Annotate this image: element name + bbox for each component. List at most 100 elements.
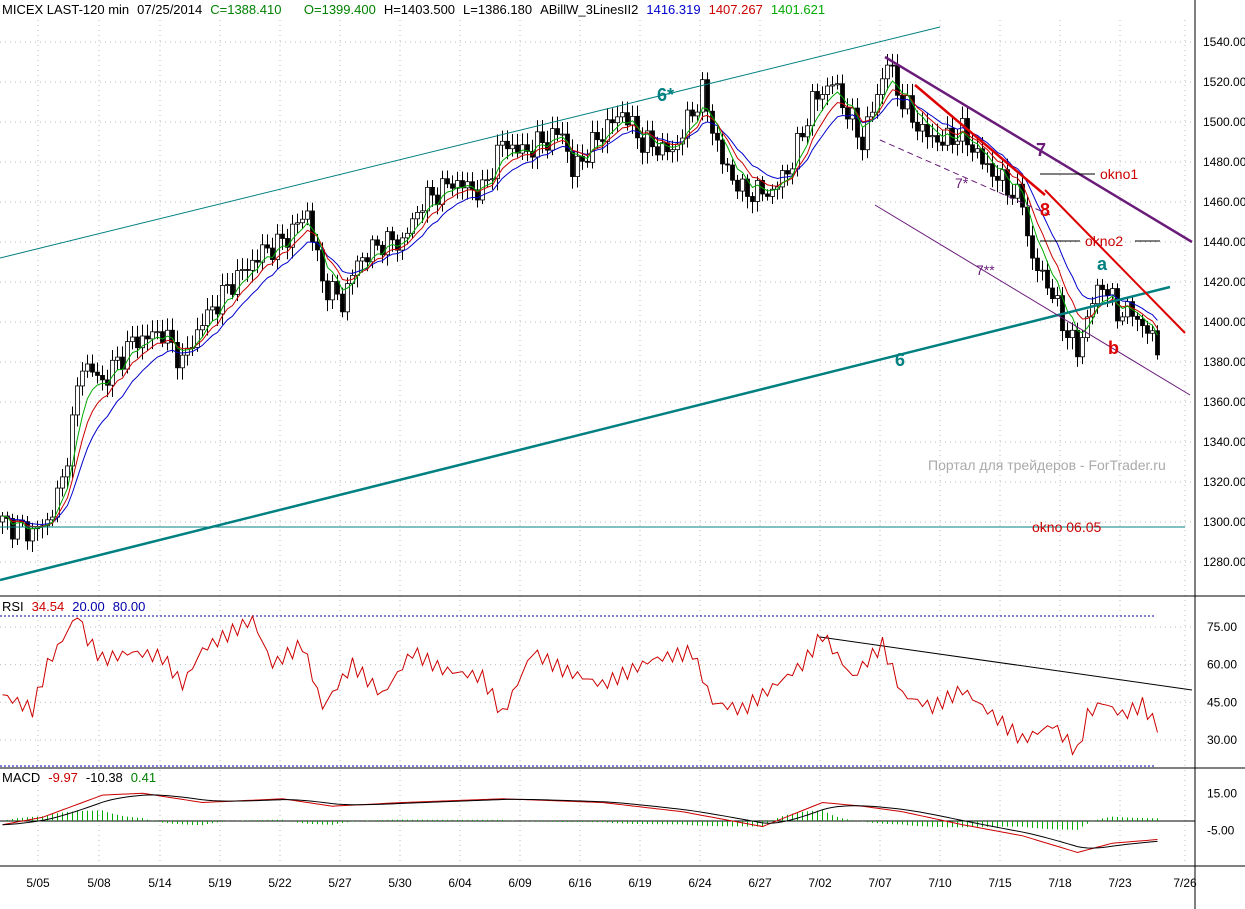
candle-body [150, 331, 155, 340]
candle-body [210, 306, 215, 311]
price-tick-label: 1420.00 [1203, 275, 1245, 289]
macd-signal-line [2, 794, 1158, 849]
candle-body [1070, 329, 1075, 339]
candle-body [155, 331, 160, 334]
candle-body [560, 133, 565, 136]
candle-body [740, 178, 745, 192]
candle-body [1005, 169, 1010, 196]
candle-body [700, 79, 705, 113]
date-tick-label: 7/15 [988, 876, 1012, 890]
ma-green-line [2, 80, 1158, 530]
candle-body [215, 306, 220, 315]
macd-value: -9.97 [48, 770, 78, 785]
candle-body [45, 519, 50, 527]
candle-body [940, 141, 945, 146]
candle-body [325, 280, 330, 301]
macd-tick-label: -5.00 [1207, 823, 1235, 837]
candle-body [670, 149, 675, 153]
rsi-tick-label: 30.00 [1207, 733, 1237, 747]
candle-body [140, 335, 145, 349]
candle-body [200, 325, 205, 331]
wave-b-label: b [1108, 338, 1119, 358]
candle-body [250, 259, 255, 271]
candle-body [85, 363, 90, 372]
candle-body [390, 231, 395, 241]
candle-body [1040, 269, 1045, 272]
candle-body [715, 132, 720, 141]
okno-0605-label: okno 06.05 [1032, 519, 1102, 535]
candle-body [245, 269, 250, 271]
hist-value: 0.41 [130, 770, 157, 785]
indicator-blue: 1416.319 [646, 2, 701, 17]
candle-body [655, 146, 660, 156]
candle-body [330, 281, 335, 301]
candle-body [255, 259, 260, 263]
candle-body [130, 336, 135, 343]
candle-body [955, 140, 960, 145]
candle-body [1135, 315, 1140, 320]
candle-body [1035, 257, 1040, 271]
candle-body [795, 132, 800, 170]
candle-body [555, 128, 560, 135]
candle-body [1050, 287, 1055, 300]
candle-body [750, 196, 755, 202]
wave-7-label: 7 [1036, 140, 1047, 160]
candle-body [1045, 269, 1050, 289]
price-tick-label: 1380.00 [1203, 355, 1245, 369]
price-tick-label: 1300.00 [1203, 515, 1245, 529]
candle-body [335, 281, 340, 295]
candle-body [1155, 330, 1160, 356]
candle-body [805, 125, 810, 138]
candle-body [180, 354, 185, 369]
upper-channel-line [0, 26, 941, 259]
rsi-value: 34.54 [31, 599, 65, 614]
candle-body [10, 518, 15, 540]
candle-body [355, 260, 360, 276]
signal-value: -10.38 [85, 770, 123, 785]
candle-body [360, 257, 365, 262]
candle-body [885, 64, 890, 80]
candle-body [590, 132, 595, 163]
candle-body [1095, 284, 1100, 305]
price-tick-label: 1540.00 [1203, 35, 1245, 49]
candle-body [890, 64, 895, 67]
candle-body [0, 515, 5, 523]
candle-body [170, 329, 175, 343]
candle-body [95, 371, 100, 376]
date-tick-label: 5/30 [388, 876, 412, 890]
candle-body [985, 163, 990, 166]
open-value: O=1399.400 [303, 2, 376, 17]
candle-body [645, 130, 650, 153]
price-tick-label: 1280.00 [1203, 555, 1245, 569]
date-tick-label: 6/27 [748, 876, 772, 890]
candle-body [815, 91, 820, 100]
candle-body [600, 139, 605, 142]
candle-body [455, 180, 460, 189]
candle-body [780, 170, 785, 188]
candle-body [845, 107, 850, 120]
candle-body [575, 155, 580, 177]
candle-body [415, 212, 420, 220]
candle-body [930, 135, 935, 138]
rsi-label: RSI [2, 599, 24, 614]
date-tick-label: 5/14 [148, 876, 172, 890]
candle-body [220, 285, 225, 315]
candle-body [290, 223, 295, 248]
wave-7starstar-label: 7** [976, 262, 995, 278]
channel-lower-line [874, 204, 1191, 396]
candle-body [405, 232, 410, 239]
candle-body [550, 128, 555, 151]
candle-body [995, 175, 1000, 181]
candle-body [55, 487, 60, 518]
candle-body [1110, 288, 1115, 296]
candle-body [800, 132, 805, 138]
candle-body [945, 127, 950, 146]
channel-dashed-upper [879, 139, 1051, 216]
candle-body [25, 521, 30, 542]
candle-body [30, 528, 35, 542]
candle-body [105, 379, 110, 386]
wave-a-label: a [1097, 254, 1108, 274]
candle-body [1055, 295, 1060, 300]
date-tick-label: 7/02 [808, 876, 832, 890]
